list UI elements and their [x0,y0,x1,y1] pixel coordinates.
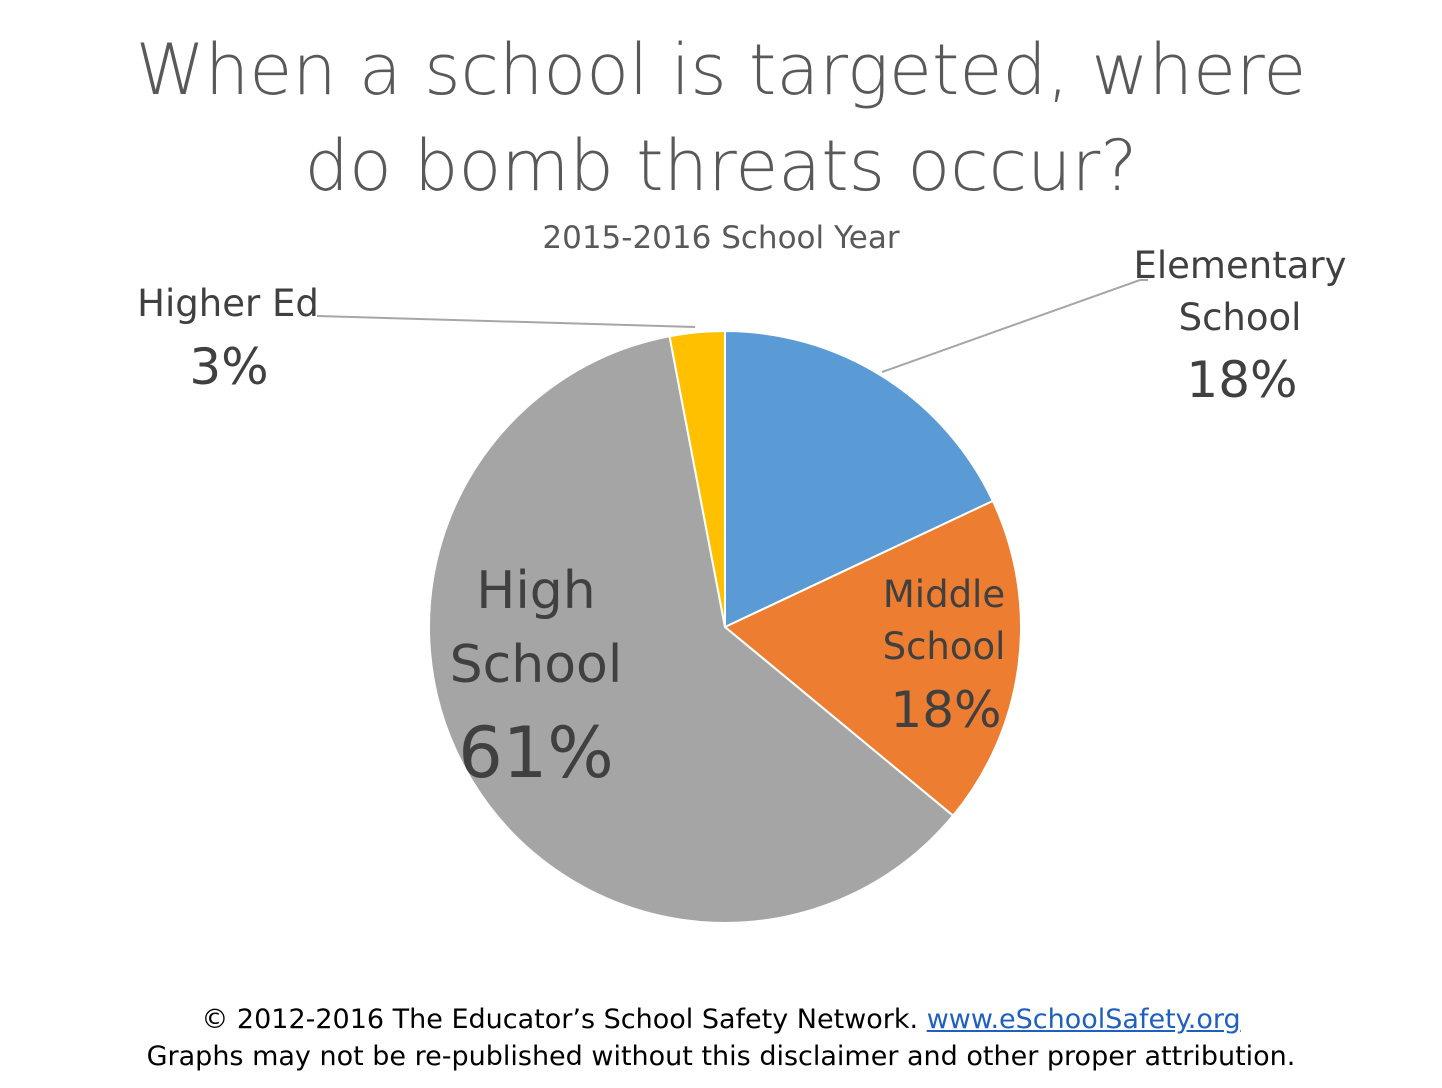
copyright-text: © 2012-2016 The Educator’s School Safety… [201,1004,919,1035]
slice-label-higher-ed: Higher Ed [137,282,319,325]
slice-value-elementary: 18% [1186,351,1297,409]
slice-label-high-line-1: High [476,561,596,621]
pie-slice-higher-ed [668,329,726,628]
slice-label-elementary-line-2: School [1179,296,1302,339]
leader-line-elementary [881,279,1148,373]
slice-label-middle-line-2: School [883,625,1006,668]
chart-title-line-1: When a school is targeted, where [136,29,1307,111]
pie-slice-elementary [724,329,995,629]
footer-copyright: © 2012-2016 The Educator’s School Safety… [0,1004,1442,1035]
pie-slice-middle [723,499,1022,818]
leader-line-higher-ed [316,315,696,328]
eschoolsafety-link[interactable]: www.eSchoolSafety.org [926,1004,1241,1035]
pie-slices [428,329,1022,924]
chart-title-line-2: do bomb threats occur? [305,125,1138,207]
slice-value-middle: 18% [890,681,1001,739]
footer-disclaimer: Graphs may not be re-published without t… [146,1041,1296,1072]
slice-value-high: 61% [458,712,614,794]
slice-value-higher-ed: 3% [189,338,268,396]
slice-label-high-line-2: School [450,635,623,695]
slice-label-middle-line-1: Middle [883,573,1005,616]
slice-label-elementary-line-1: Elementary [1134,244,1347,287]
pie-slice-high [428,335,955,924]
chart-subtitle: 2015-2016 School Year [542,220,899,256]
